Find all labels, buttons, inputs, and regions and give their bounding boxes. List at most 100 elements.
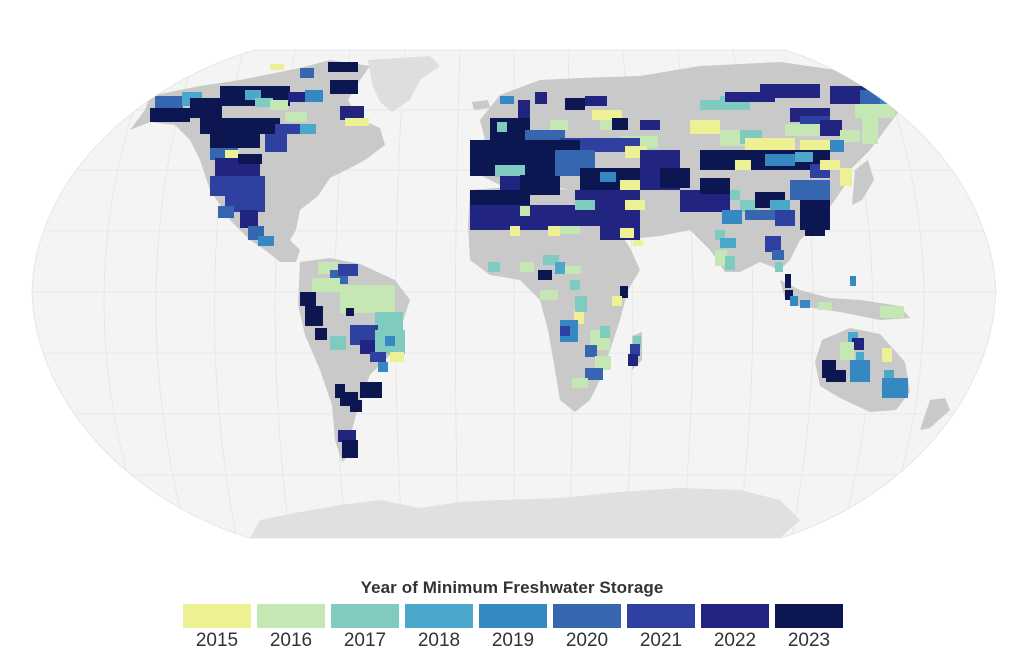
- grid-cell-2022: [760, 84, 820, 98]
- legend-label: 2022: [713, 630, 757, 651]
- grid-cell-2015: [574, 310, 584, 324]
- grid-cell-2023: [538, 270, 552, 280]
- grid-cell-2023: [620, 286, 628, 298]
- grid-cell-2017: [633, 336, 641, 348]
- grid-cell-2021: [275, 124, 305, 134]
- grid-cell-2019: [258, 236, 274, 246]
- grid-cell-2020: [745, 210, 775, 220]
- grid-cell-2016: [312, 278, 340, 292]
- grid-cell-2022: [680, 190, 730, 212]
- legend-label: 2016: [269, 630, 313, 651]
- grid-cell-2021: [225, 196, 265, 212]
- grid-cell-2020: [860, 90, 890, 104]
- legend: Year of Minimum Freshwater Storage 2015 2…: [0, 572, 1024, 660]
- grid-cell-2018: [300, 124, 316, 134]
- grid-cell-2023: [342, 440, 358, 458]
- grid-cell-2016: [880, 306, 904, 318]
- grid-cell-2019: [880, 94, 904, 104]
- grid-cell-2022: [640, 120, 660, 130]
- grid-cell-2015: [745, 138, 795, 150]
- legend-swatch: [257, 604, 325, 628]
- grid-cell-2019: [830, 140, 844, 152]
- grid-cell-2019: [305, 90, 323, 102]
- grid-cell-2020: [155, 96, 183, 110]
- grid-cell-2017: [375, 312, 403, 330]
- grid-cell-2015: [840, 168, 852, 186]
- legend-label: 2023: [787, 630, 831, 651]
- grid-cell-2016: [540, 290, 558, 300]
- grid-cell-2023: [660, 168, 690, 188]
- grid-cell-2019: [882, 378, 908, 398]
- grid-cell-2015: [820, 160, 840, 170]
- grid-cell-2015: [620, 180, 640, 190]
- grid-cell-2023: [612, 118, 628, 130]
- grid-cell-2018: [856, 352, 864, 362]
- grid-cell-2017: [715, 230, 725, 240]
- grid-cell-2015: [735, 160, 751, 170]
- grid-cell-2023: [826, 370, 846, 382]
- grid-cell-2015: [225, 150, 239, 160]
- legend-swatch: [479, 604, 547, 628]
- legend-swatch: [405, 604, 473, 628]
- legend-swatch: [331, 604, 399, 628]
- legend-item-2016: 2016: [257, 604, 325, 654]
- grid-cell-2019: [765, 154, 795, 166]
- legend-item-2020: 2020: [553, 604, 621, 654]
- greenland: [368, 56, 440, 112]
- grid-cell-2015: [390, 352, 404, 362]
- legend-swatch: [701, 604, 769, 628]
- grid-cell-2018: [720, 238, 736, 248]
- legend-swatch: [627, 604, 695, 628]
- legend-item-2017: 2017: [331, 604, 399, 654]
- grid-cell-2023: [565, 98, 585, 110]
- legend-label: 2020: [565, 630, 609, 651]
- legend-swatch: [183, 604, 251, 628]
- iceland: [472, 100, 490, 110]
- grid-cell-2022: [535, 92, 547, 104]
- grid-cell-2017: [730, 190, 740, 200]
- grid-cell-2023: [210, 134, 260, 148]
- japan: [852, 160, 874, 205]
- new-zealand: [920, 398, 950, 430]
- grid-cell-2019: [850, 360, 870, 382]
- grid-cell-2019: [790, 296, 798, 306]
- grid-cell-2018: [770, 200, 790, 210]
- grid-cell-2017: [495, 165, 525, 177]
- grid-cell-2023: [700, 178, 730, 194]
- legend-swatch: [553, 604, 621, 628]
- grid-cell-2018: [884, 370, 894, 380]
- grid-cell-2016: [715, 250, 727, 266]
- grid-cell-2020: [772, 250, 784, 260]
- data-cells: [150, 62, 908, 458]
- grid-cell-2017: [543, 255, 559, 265]
- grid-cell-2015: [592, 110, 622, 120]
- legend-title: Year of Minimum Freshwater Storage: [360, 578, 664, 597]
- grid-cell-2016: [565, 266, 581, 274]
- grid-cell-2017: [330, 336, 346, 350]
- grid-cell-2023: [360, 382, 382, 398]
- grid-cell-2021: [765, 236, 781, 252]
- grid-cell-2015: [625, 200, 645, 210]
- grid-cell-2017: [575, 296, 587, 312]
- grid-cell-2019: [850, 276, 856, 286]
- grid-cell-2016: [595, 356, 611, 370]
- grid-cell-2023: [335, 384, 345, 398]
- legend-label: 2018: [417, 630, 461, 651]
- grid-cell-2016: [270, 100, 288, 110]
- grid-cell-2018: [555, 262, 565, 274]
- grid-cell-2021: [630, 344, 640, 356]
- grid-cell-2017: [497, 122, 507, 132]
- grid-cell-2020: [585, 345, 597, 357]
- legend-label: 2017: [343, 630, 387, 651]
- grid-cell-2016: [285, 112, 307, 122]
- grid-cell-2016: [572, 378, 588, 388]
- grid-cell-2023: [785, 274, 791, 288]
- antarctica: [250, 488, 800, 538]
- grid-cell-2019: [385, 336, 395, 346]
- grid-cell-2022: [725, 92, 775, 102]
- grid-cell-2016: [560, 226, 580, 234]
- world-map: [31, 49, 997, 539]
- grid-cell-2021: [370, 352, 386, 362]
- grid-cell-2023: [328, 62, 358, 72]
- grid-cell-2023: [346, 308, 354, 316]
